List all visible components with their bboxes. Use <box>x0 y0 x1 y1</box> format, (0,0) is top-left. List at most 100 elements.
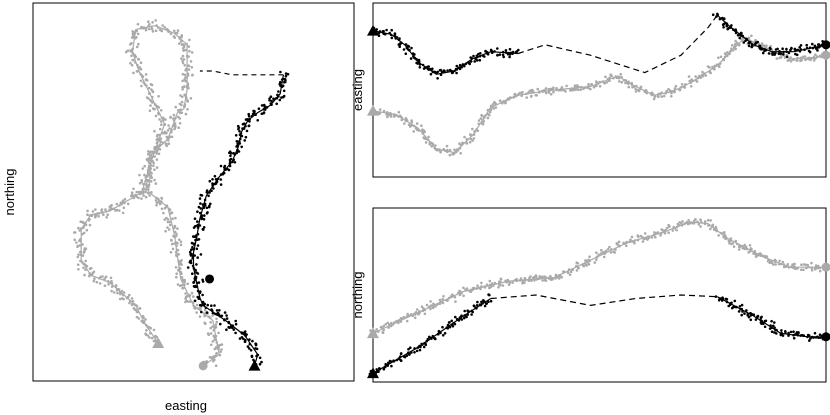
black-track-point <box>227 168 231 172</box>
gray-series-point <box>472 137 476 140</box>
gray-series-point <box>403 122 406 125</box>
black-track-point <box>232 328 236 331</box>
gray-series-point <box>415 122 419 125</box>
gray-track-point <box>120 289 124 293</box>
gray-track-point <box>135 315 139 319</box>
northing-y-axis-label: northing <box>350 272 365 319</box>
black-series-point <box>770 319 773 323</box>
gray-series-point <box>650 236 654 239</box>
gray-series-point <box>689 222 692 225</box>
gray-track-point <box>218 343 222 347</box>
black-series-point <box>774 51 777 55</box>
gray-track-point <box>172 29 176 33</box>
gray-track-point <box>180 276 184 279</box>
black-series-point <box>385 28 388 32</box>
gray-track-point <box>85 228 89 232</box>
black-series-point <box>417 58 421 62</box>
gray-series-point <box>492 107 496 110</box>
gray-series-point <box>375 328 379 331</box>
gray-track-point <box>203 321 206 325</box>
gray-track-point <box>165 131 168 135</box>
gray-track-point <box>86 213 89 216</box>
gray-track-point <box>187 45 191 48</box>
gray-series-point <box>442 295 445 298</box>
black-series-point <box>805 43 808 47</box>
black-series-point <box>740 303 744 307</box>
gray-track-point <box>160 196 163 200</box>
black-series-point <box>489 299 493 303</box>
black-series-point <box>816 49 819 52</box>
gray-series-point <box>812 59 816 62</box>
gray-track-point <box>138 173 141 177</box>
black-track-point <box>202 228 205 231</box>
black-track-point <box>196 210 199 213</box>
gray-track-point <box>183 64 187 67</box>
black-series-point <box>813 331 817 335</box>
gray-series-point <box>571 89 574 92</box>
gray-track-point <box>144 28 148 32</box>
black-series-point <box>761 51 765 55</box>
gray-series-start-marker <box>367 104 379 116</box>
black-series-point <box>730 24 733 27</box>
gray-series-point <box>494 106 498 109</box>
black-series-point <box>508 47 512 51</box>
black-track-point <box>219 183 223 186</box>
gray-track-point <box>147 150 150 153</box>
black-track-point <box>234 134 238 137</box>
gray-series-point <box>680 83 684 86</box>
gray-track-point <box>155 135 159 138</box>
gray-track-point <box>149 154 152 157</box>
black-track-point <box>238 337 242 340</box>
gray-track-point <box>185 299 188 303</box>
gray-series-point <box>595 81 598 84</box>
black-series-point <box>767 52 771 55</box>
gray-series-point <box>637 89 641 93</box>
black-series-line <box>717 296 826 338</box>
black-track-point <box>225 317 229 320</box>
gray-track-point <box>179 240 183 244</box>
gray-series-point <box>558 277 561 280</box>
gray-track-point <box>170 239 173 242</box>
gray-track-point <box>164 229 167 233</box>
black-series-point <box>755 41 758 44</box>
gray-track-point <box>180 284 184 287</box>
gray-series-point <box>595 258 598 262</box>
gray-track-point <box>198 315 202 318</box>
gray-track-point <box>129 194 133 198</box>
gray-track-point <box>175 232 178 236</box>
gray-track-point <box>184 68 187 72</box>
black-series-point <box>472 54 475 58</box>
black-series-point <box>779 333 783 337</box>
gray-track-point <box>144 190 147 194</box>
gray-track-point <box>151 90 155 94</box>
gray-track-point <box>100 209 103 212</box>
gray-track-point <box>150 88 153 91</box>
black-track-point <box>231 326 234 330</box>
black-track-point <box>199 202 202 205</box>
black-series-point <box>399 352 403 356</box>
black-series-point <box>399 359 403 363</box>
gray-track-point <box>132 187 135 191</box>
black-track-point <box>240 145 243 149</box>
map-plot-area <box>73 19 290 371</box>
black-series-point <box>462 316 466 320</box>
gray-track-point <box>177 115 180 119</box>
gray-series-point <box>499 283 502 287</box>
black-series-point <box>488 293 491 297</box>
gray-track-point <box>208 356 212 359</box>
gray-series-point <box>653 231 656 234</box>
gray-track-point <box>160 120 163 123</box>
gray-track-point <box>115 208 119 212</box>
black-series-point <box>418 348 422 352</box>
gray-track-point <box>129 61 132 65</box>
gray-series-point <box>430 145 434 148</box>
black-series-point <box>781 334 785 337</box>
gray-track-end-marker <box>198 361 208 371</box>
black-series-point <box>785 47 788 51</box>
black-series-point <box>808 339 811 342</box>
black-track-start-marker <box>248 359 261 371</box>
gray-series-point <box>605 81 609 84</box>
gray-series-point <box>434 144 437 147</box>
gray-series-point <box>617 240 621 244</box>
gray-track-point <box>165 216 168 220</box>
